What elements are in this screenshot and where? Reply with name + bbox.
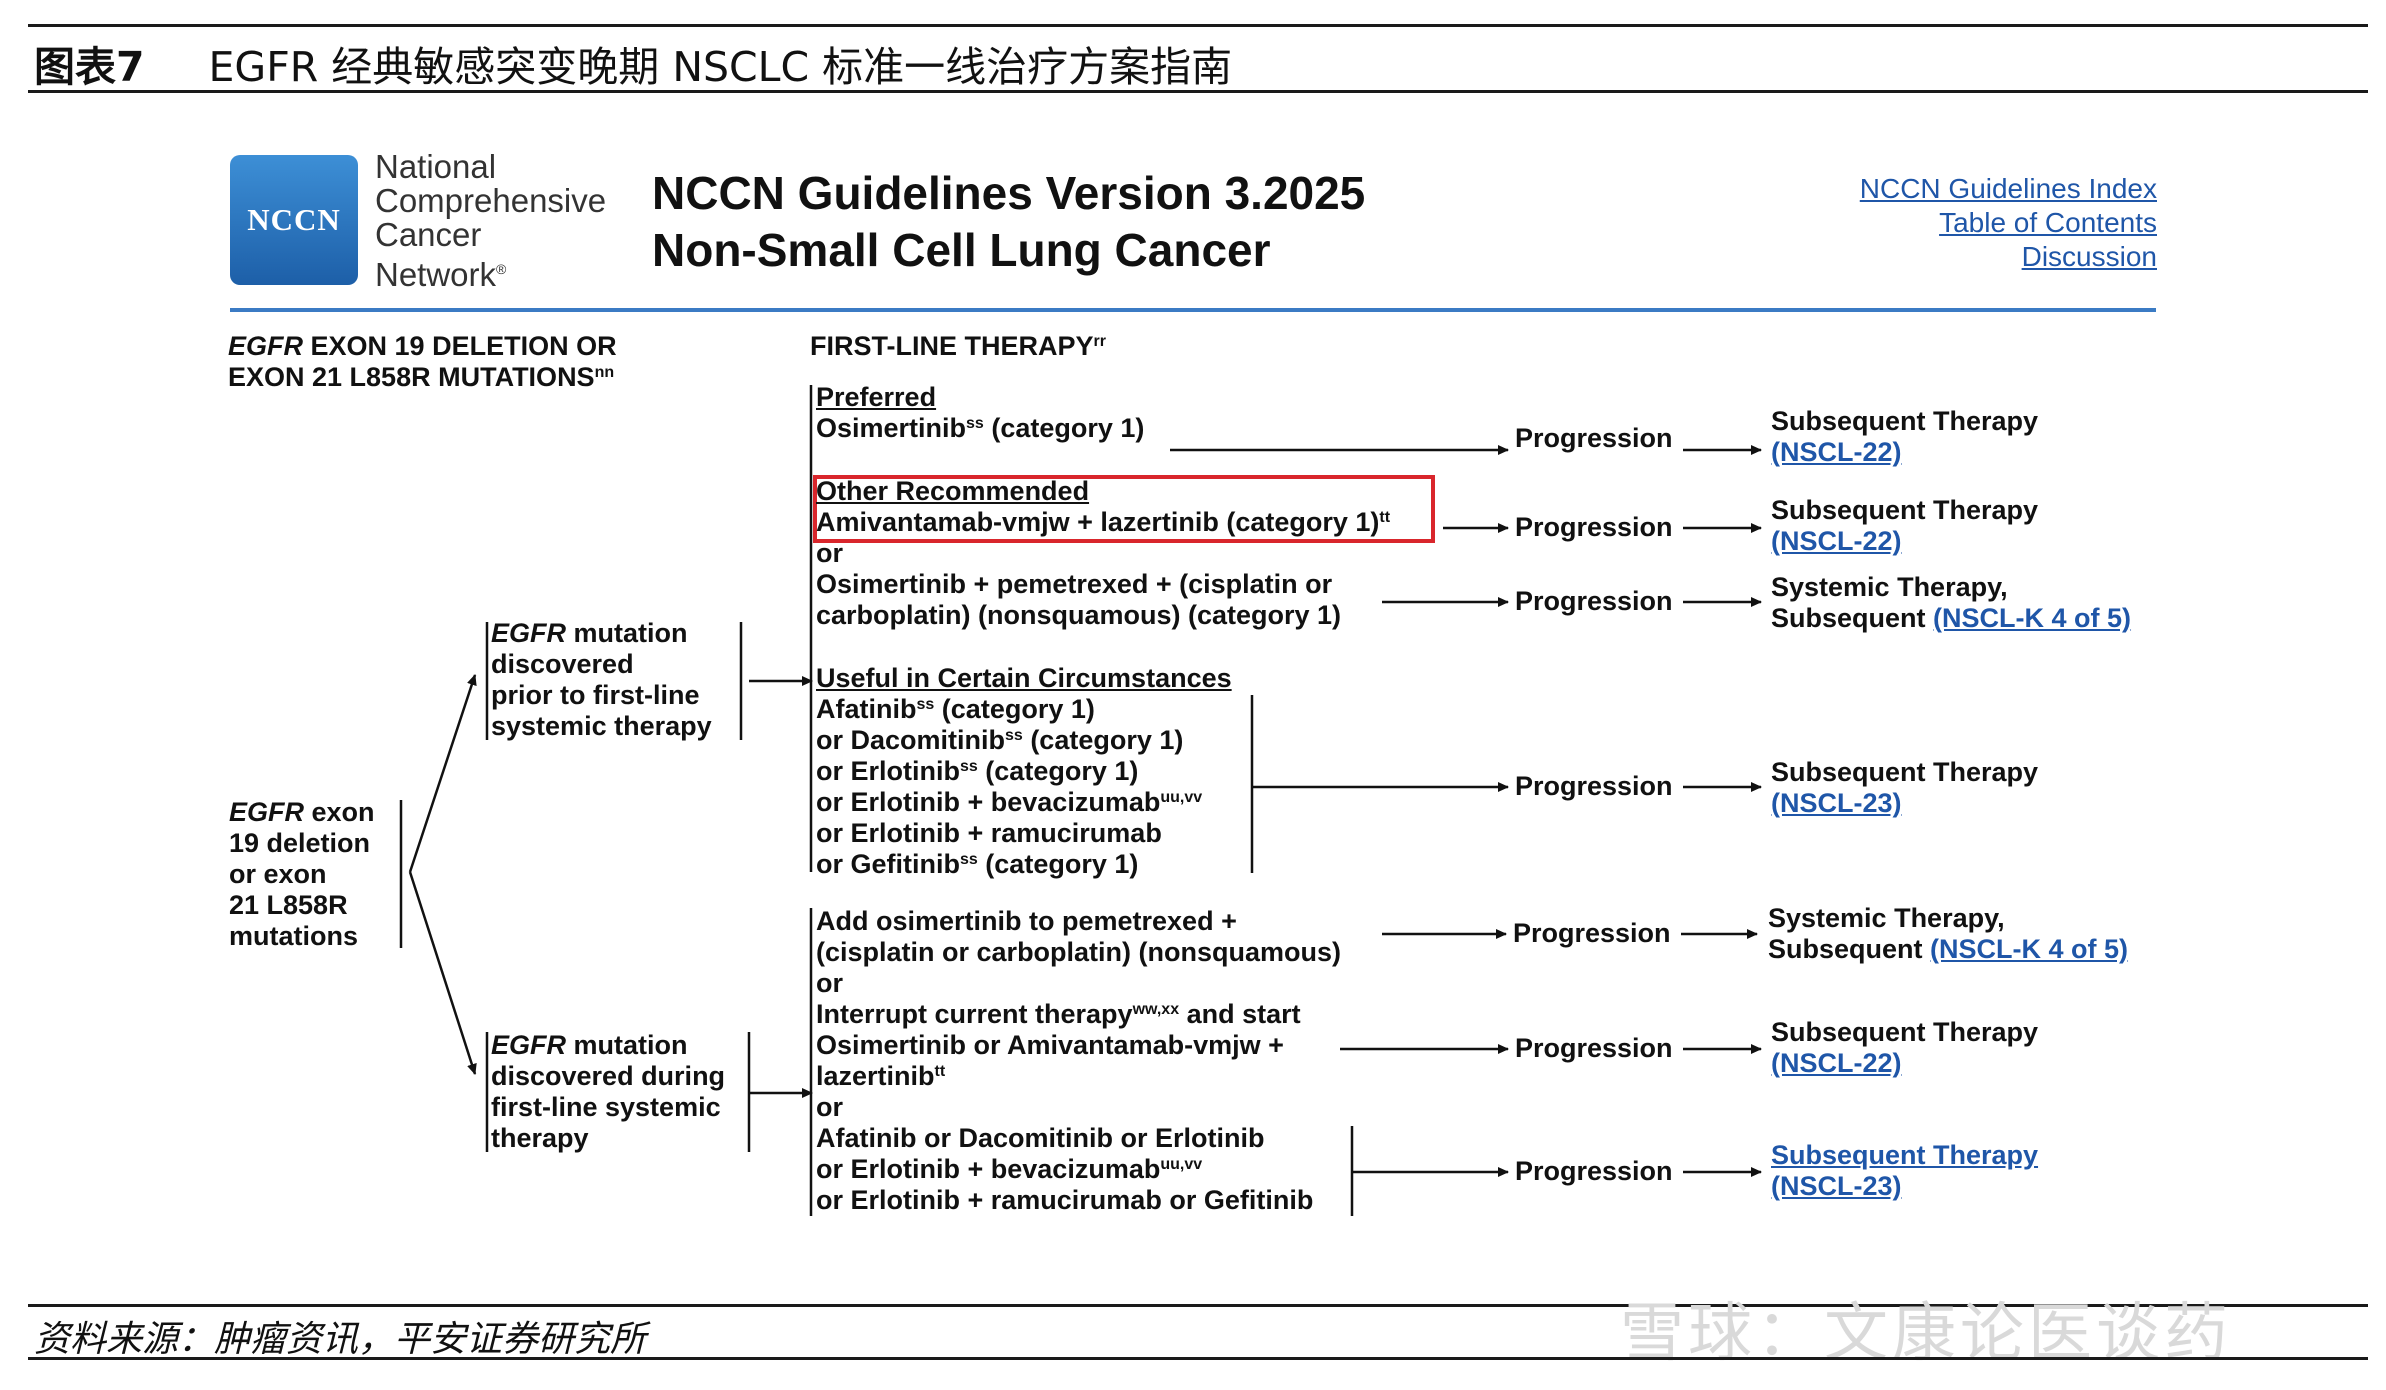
- nscl-22-link[interactable]: (NSCL-22): [1771, 526, 1902, 556]
- nscl-23-link[interactable]: (NSCL-23): [1771, 788, 1902, 818]
- nscl-k4-link[interactable]: (NSCL-K 4 of 5): [1933, 603, 2132, 633]
- source-note: 资料来源：肿瘤资讯，平安证券研究所: [34, 1319, 647, 1360]
- nav-links: NCCN Guidelines Index Table of Contents …: [1860, 172, 2157, 274]
- preferred-label: Preferred: [816, 382, 937, 412]
- outcome-2: Subsequent Therapy (NSCL-22): [1771, 495, 2039, 556]
- during-therapies-group: Add osimertinib to pemetrexed + (cisplat…: [816, 906, 1342, 1215]
- branch-prior-node: EGFR mutation discovered prior to first-…: [491, 618, 712, 741]
- nscl-23-link[interactable]: (NSCL-23): [1771, 1171, 1902, 1201]
- org-name-4: Network: [375, 256, 497, 293]
- outcome-4: Subsequent Therapy (NSCL-23): [1771, 757, 2039, 818]
- header-divider: [230, 308, 2156, 312]
- org-name: National Comprehensive Cancer Network®: [375, 150, 606, 292]
- other-recommended-group: Other Recommended Amivantamab-vmjw + laz…: [816, 476, 1391, 630]
- top-rule: [28, 24, 2368, 27]
- figure-title-text: EGFR 经典敏感突变晚期 NSCLC 标准一线治疗方案指南: [208, 43, 1233, 91]
- right-column-heading: FIRST-LINE THERAPYrr: [810, 331, 1106, 361]
- other-recommended-label: Other Recommended: [816, 476, 1090, 506]
- left-column-heading: EGFR EXON 19 DELETION OR EXON 21 L858R M…: [228, 331, 617, 392]
- source-bottom-rule: [28, 1357, 2368, 1360]
- outcome-5: Systemic Therapy, Subsequent (NSCL-K 4 o…: [1768, 903, 2129, 964]
- nscl-k4-link[interactable]: (NSCL-K 4 of 5): [1930, 934, 2129, 964]
- useful-label: Useful in Certain Circumstances: [816, 663, 1232, 693]
- nccn-logo-text: NCCN: [247, 202, 341, 237]
- guideline-title: NCCN Guidelines Version 3.2025 Non-Small…: [652, 165, 1365, 279]
- org-name-3: Cancer: [375, 216, 482, 253]
- guidelines-index-link[interactable]: NCCN Guidelines Index: [1859, 173, 2157, 204]
- progression-label-6: Progression: [1515, 1033, 1673, 1063]
- outcome-6: Subsequent Therapy (NSCL-22): [1771, 1017, 2039, 1078]
- progression-label-2: Progression: [1515, 512, 1673, 542]
- progression-label-3: Progression: [1515, 586, 1673, 616]
- outcome-1: Subsequent Therapy (NSCL-22): [1771, 406, 2039, 467]
- nccn-logo: NCCN: [230, 155, 358, 285]
- org-name-1: National: [375, 148, 497, 185]
- preferred-group: Preferred Osimertinibss (category 1): [816, 382, 1145, 443]
- source-top-rule: [28, 1304, 2368, 1307]
- progression-label-1: Progression: [1515, 423, 1673, 453]
- highlight-box: [813, 475, 1435, 543]
- figure-label: 图表7: [34, 43, 145, 91]
- arrow-to-during: [408, 871, 477, 1075]
- watermark: 雪球：文康论医谈药: [1620, 1297, 2232, 1371]
- figure-title: 图表7 EGFR 经典敏感突变晚期 NSCLC 标准一线治疗方案指南: [34, 33, 1232, 93]
- branch-during-node: EGFR mutation discovered during first-li…: [491, 1030, 726, 1153]
- arrow-to-prior: [408, 674, 477, 873]
- guideline-version: NCCN Guidelines Version 3.2025: [652, 167, 1366, 219]
- discussion-link[interactable]: Discussion: [2021, 241, 2157, 272]
- progression-label-5: Progression: [1513, 918, 1671, 948]
- subsequent-therapy-link[interactable]: Subsequent Therapy: [1771, 1140, 2039, 1170]
- nscl-22-link[interactable]: (NSCL-22): [1771, 437, 1902, 467]
- registered-mark: ®: [496, 261, 507, 277]
- outcome-3: Systemic Therapy, Subsequent (NSCL-K 4 o…: [1771, 572, 2132, 633]
- table-of-contents-link[interactable]: Table of Contents: [1939, 207, 2157, 238]
- useful-group: Useful in Certain Circumstances Afatinib…: [816, 663, 1232, 879]
- outcome-7: Subsequent Therapy (NSCL-23): [1771, 1140, 2038, 1202]
- progression-label-4: Progression: [1515, 771, 1673, 801]
- root-node: EGFR exon 19 deletion or exon 21 L858R m…: [229, 797, 375, 951]
- title-rule: [28, 90, 2368, 93]
- progression-label-7: Progression: [1515, 1156, 1673, 1186]
- org-name-2: Comprehensive: [375, 182, 607, 219]
- nscl-22-link[interactable]: (NSCL-22): [1771, 1048, 1902, 1078]
- guideline-subject: Non-Small Cell Lung Cancer: [652, 224, 1271, 276]
